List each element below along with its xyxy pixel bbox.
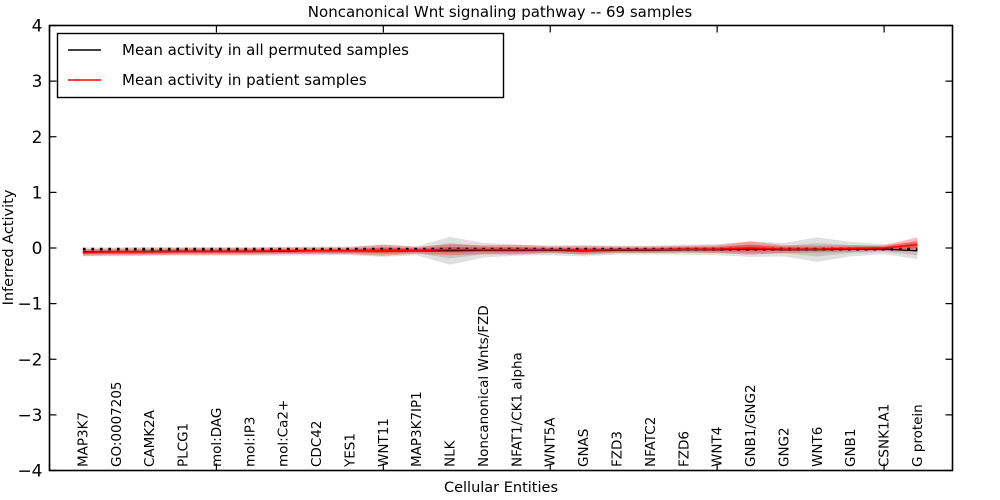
entity-label: NLK bbox=[443, 439, 459, 467]
entity-label: YES1 bbox=[342, 433, 358, 468]
y-tick-label: −2 bbox=[17, 350, 42, 370]
y-tick-label: −3 bbox=[17, 406, 42, 426]
x-axis-label: Cellular Entities bbox=[444, 480, 558, 496]
y-tick-labels: 4 3 2 1 0 −1 −2 −3 −4 bbox=[17, 17, 42, 482]
legend-permuted-label: Mean activity in all permuted samples bbox=[122, 41, 409, 59]
legend-box bbox=[56, 32, 505, 99]
entity-label: GNG2 bbox=[776, 427, 792, 467]
chart-title: Noncanonical Wnt signaling pathway -- 69… bbox=[308, 3, 693, 21]
plot-frame bbox=[48, 24, 954, 472]
y-tick-label: 4 bbox=[32, 17, 43, 37]
legend-patient-label: Mean activity in patient samples bbox=[122, 71, 367, 89]
entity-label: CAMK2A bbox=[142, 409, 158, 467]
entity-label: WNT4 bbox=[710, 427, 726, 467]
y-tick-label: −4 bbox=[17, 462, 42, 482]
entity-label: WNT11 bbox=[376, 418, 392, 467]
entity-label: FZD6 bbox=[676, 431, 692, 467]
y-tick-label: 2 bbox=[32, 128, 43, 148]
entity-label: GNB1/GNG2 bbox=[743, 384, 759, 467]
entity-label: CSNK1A1 bbox=[877, 404, 893, 467]
patient-mean-line bbox=[82, 243, 918, 254]
entity-label: Noncanonical Wnts/FZD bbox=[476, 305, 492, 467]
entity-label: WNT5A bbox=[543, 417, 559, 467]
entity-label: mol:DAG bbox=[209, 408, 225, 467]
entity-label: mol:Ca2+ bbox=[276, 400, 292, 467]
entity-label: NFATC2 bbox=[643, 417, 659, 467]
entity-label: GNB1 bbox=[843, 429, 859, 467]
entity-label: NFAT1/CK1 alpha bbox=[509, 352, 525, 467]
entity-label: MAP3K7 bbox=[75, 412, 91, 467]
entity-label: G protein bbox=[910, 404, 926, 467]
legend: Mean activity in all permuted samples Me… bbox=[56, 32, 505, 99]
entity-label: MAP3K7IP1 bbox=[409, 391, 425, 467]
entity-label: GNAS bbox=[576, 429, 592, 467]
entity-label: PLCG1 bbox=[176, 423, 192, 467]
entity-label: FZD3 bbox=[610, 431, 626, 467]
y-tick-label: 1 bbox=[32, 183, 43, 203]
entity-label: CDC42 bbox=[309, 421, 325, 467]
entity-label: GO:0007205 bbox=[109, 381, 125, 467]
y-tick-label: 0 bbox=[32, 239, 43, 259]
y-axis-label: Inferred Activity bbox=[1, 189, 17, 305]
y-tick-label: −1 bbox=[17, 295, 42, 315]
entity-label: WNT6 bbox=[810, 427, 826, 467]
x-entity-labels: MAP3K7 GO:0007205 CAMK2A PLCG1 mol:DAG mol:IP… bbox=[75, 305, 926, 468]
entity-label: mol:IP3 bbox=[242, 417, 258, 467]
y-tick-label: 3 bbox=[32, 72, 43, 92]
mean-lines-layer bbox=[82, 243, 918, 254]
